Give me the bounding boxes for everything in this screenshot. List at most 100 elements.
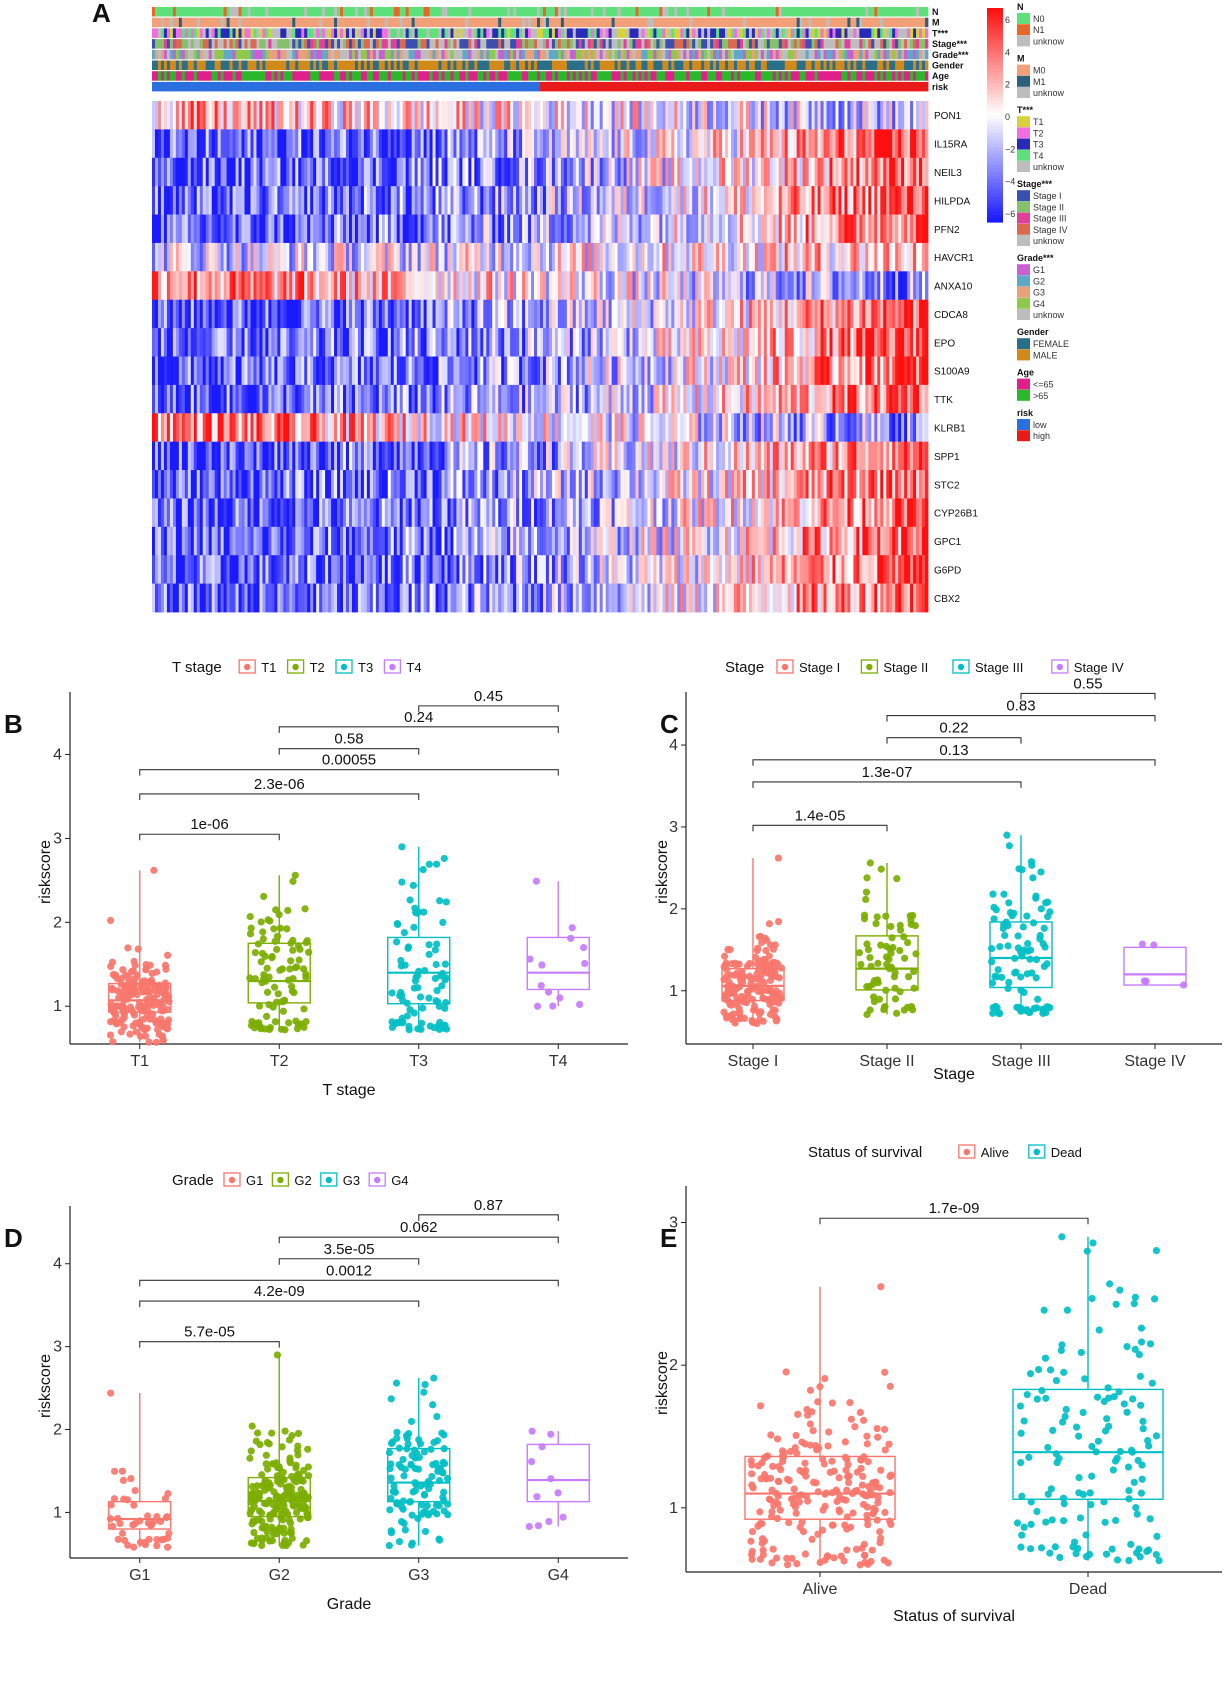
annotation-cell <box>578 39 583 49</box>
heatmap-cell <box>710 214 714 244</box>
annotation-cell <box>417 7 422 17</box>
annotation-cell <box>877 49 881 60</box>
heatmap-cell <box>172 157 177 187</box>
annotation-cell <box>763 28 768 38</box>
annotation-cell <box>396 71 401 81</box>
heatmap-cell <box>581 186 586 215</box>
heatmap-cell <box>253 271 257 301</box>
heatmap-cell <box>802 299 807 329</box>
heatmap-cell <box>313 356 317 386</box>
annotation-cell <box>531 7 535 17</box>
heatmap-cell <box>572 157 577 187</box>
annotation-cell <box>453 71 457 81</box>
heatmap-cell <box>537 101 541 130</box>
heatmap-cell <box>716 384 720 414</box>
heatmap-cell <box>181 384 186 414</box>
heatmap-cell <box>337 101 341 130</box>
heatmap-cell <box>193 384 198 414</box>
heatmap-cell <box>405 157 410 187</box>
heatmap-cell <box>513 157 517 187</box>
heatmap-cell <box>190 242 195 272</box>
annotation-cell <box>232 39 236 49</box>
heatmap-cell <box>617 328 621 357</box>
heatmap-cell <box>602 129 607 159</box>
heatmap-cell <box>563 271 568 301</box>
heatmap-cell <box>901 242 905 272</box>
annotation-cell <box>742 81 747 92</box>
heatmap-cell <box>629 186 633 215</box>
heatmap-cell <box>701 186 705 215</box>
heatmap-cell <box>829 157 833 187</box>
annotation-cell <box>913 71 917 81</box>
heatmap-cell <box>175 271 180 301</box>
heatmap-cell <box>647 186 651 215</box>
heatmap-cell <box>892 186 896 215</box>
heatmap-cell <box>193 157 198 187</box>
heatmap-cell <box>871 157 875 187</box>
annotation-cell <box>772 39 777 49</box>
annotation-cell <box>548 81 553 92</box>
annotation-cell <box>668 17 672 28</box>
heatmap-cell <box>357 129 362 159</box>
heatmap-cell <box>605 214 610 244</box>
heatmap-cell <box>250 328 254 357</box>
annotation-cell <box>390 71 395 81</box>
annotation-cell <box>656 81 660 92</box>
heatmap-cell <box>169 157 174 187</box>
annotation-cell <box>193 49 198 60</box>
heatmap-cell <box>405 299 410 329</box>
heatmap-cell <box>504 271 508 301</box>
annotation-cell <box>498 81 502 92</box>
heatmap-cell <box>865 242 869 272</box>
annotation-cell <box>817 49 821 60</box>
annotation-cell <box>441 7 445 17</box>
annotation-cell <box>808 17 812 28</box>
heatmap-cell <box>235 242 239 272</box>
heatmap-cell <box>644 271 648 301</box>
annotation-cell <box>551 71 556 81</box>
heatmap-cell <box>540 129 544 159</box>
annotation-cell <box>271 81 275 92</box>
heatmap-cell <box>363 384 368 414</box>
annotation-cell <box>337 71 341 81</box>
annotation-cell <box>492 71 496 81</box>
annotation-cell <box>298 71 302 81</box>
heatmap-cell <box>152 356 156 386</box>
annotation-cell <box>253 81 257 92</box>
annotation-cell <box>668 28 672 38</box>
annotation-cell <box>742 7 747 17</box>
heatmap-cell <box>184 186 189 215</box>
heatmap-cell <box>337 157 341 187</box>
heatmap-cell <box>438 328 442 357</box>
heatmap-cell <box>796 214 801 244</box>
heatmap-cell <box>357 271 362 301</box>
heatmap-cell <box>742 328 747 357</box>
heatmap-cell <box>751 271 756 301</box>
annotation-cell <box>516 81 520 92</box>
heatmap-cell <box>313 157 317 187</box>
heatmap-cell <box>662 299 666 329</box>
annotation-cell <box>638 49 642 60</box>
annotation-cell <box>307 71 311 81</box>
annotation-cell <box>271 28 275 38</box>
heatmap-cell <box>325 299 329 329</box>
annotation-cell <box>602 7 607 17</box>
annotation-cell <box>274 39 278 49</box>
annotation-cell <box>734 60 738 70</box>
annotation-cell <box>790 7 795 17</box>
annotation-cell <box>265 60 269 70</box>
heatmap-cell <box>351 299 356 329</box>
heatmap-cell <box>513 129 517 159</box>
annotation-cell <box>483 49 487 60</box>
annotation-cell <box>919 49 923 60</box>
heatmap-cell <box>665 101 669 130</box>
heatmap-cell <box>396 384 401 414</box>
annotation-cell <box>823 49 827 60</box>
annotation-cell <box>793 17 798 28</box>
heatmap-cell <box>286 214 290 244</box>
heatmap-cell <box>531 299 535 329</box>
annotation-cell <box>381 81 386 92</box>
annotation-cell <box>581 71 586 81</box>
annotation-cell <box>387 60 392 70</box>
annotation-cell <box>805 60 810 70</box>
